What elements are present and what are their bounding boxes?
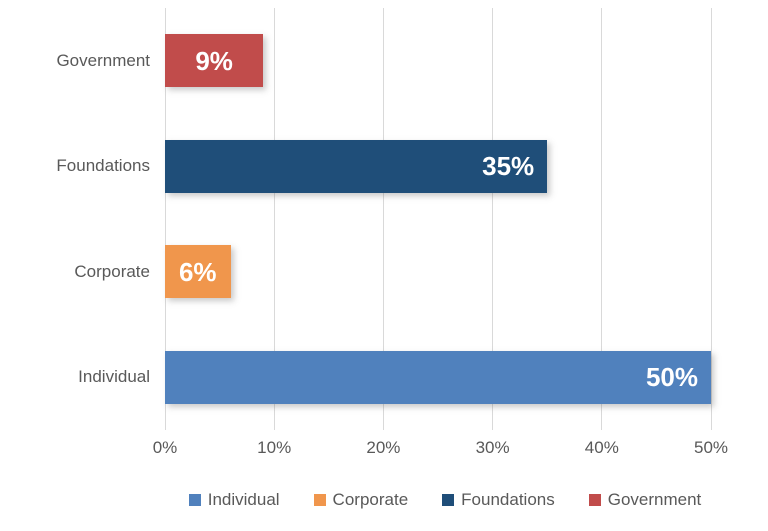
- legend-item-individual: Individual: [188, 490, 280, 510]
- legend-swatch-icon: [313, 494, 326, 506]
- gridline-20%: [382, 8, 384, 430]
- bar-individual: 50%: [165, 350, 711, 404]
- legend-item-corporate: Corporate: [313, 490, 409, 510]
- x-tick-label: 50%: [693, 438, 729, 457]
- legend-swatch-icon: [588, 494, 601, 506]
- category-label-government: Government: [56, 50, 150, 70]
- legend-item-government: Government: [588, 490, 702, 510]
- bar-government: 9%: [165, 34, 264, 88]
- x-tick-label: 20%: [366, 438, 401, 457]
- bar-row-corporate: 6%: [165, 219, 711, 325]
- legend-label: Foundations: [461, 490, 555, 509]
- gridline-50%: [710, 8, 712, 430]
- category-label-individual: Individual: [78, 367, 150, 387]
- legend-swatch-icon: [442, 494, 455, 506]
- legend: Individual Corporate Foundations Government: [150, 490, 740, 510]
- x-tick-label: 30%: [475, 438, 510, 457]
- category-label-foundations: Foundations: [56, 156, 150, 176]
- bar-corporate: 6%: [165, 245, 231, 299]
- legend-item-foundations: Foundations: [442, 490, 555, 510]
- category-axis: Government Foundations Corporate Individual: [0, 8, 150, 430]
- x-tick-label: 10%: [257, 438, 292, 457]
- legend-label: Corporate: [332, 490, 409, 509]
- bar-value-label: 35%: [482, 151, 535, 182]
- bar-rows: 9% 35% 6% 50%: [165, 8, 711, 430]
- gridline-40%: [601, 8, 603, 430]
- bar-row-individual: 50%: [165, 325, 711, 431]
- gridline-10%: [273, 8, 275, 430]
- plot-area: 9% 35% 6% 50%: [164, 8, 712, 430]
- bar-row-foundations: 35%: [165, 114, 711, 220]
- bar-value-label: 6%: [178, 256, 217, 287]
- gridline-0%: [164, 8, 166, 430]
- gridline-30%: [492, 8, 494, 430]
- bar-value-label: 9%: [195, 45, 233, 76]
- x-tick-label: 40%: [584, 438, 619, 457]
- x-axis: 0% 10% 20% 30% 40% 50%: [153, 438, 728, 464]
- legend-swatch-icon: [188, 494, 201, 506]
- bar-value-label: 50%: [645, 362, 698, 393]
- x-tick-label: 0%: [152, 438, 178, 457]
- legend-label: Individual: [207, 490, 280, 509]
- legend-label: Government: [607, 490, 702, 509]
- category-label-corporate: Corporate: [74, 261, 150, 281]
- bar-foundations: 35%: [165, 139, 548, 193]
- bar-row-government: 9%: [165, 8, 711, 114]
